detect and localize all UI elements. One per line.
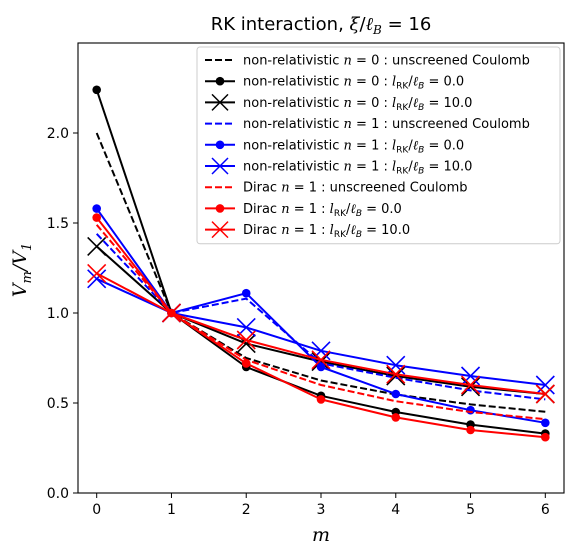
legend-label: non-relativistic n = 0 : unscreened Coul… [243,54,530,69]
y-tick-label: 0.0 [47,486,69,502]
y-axis-title: Vm/V1 [9,243,35,297]
legend-marker [211,157,229,175]
data-point [535,384,555,404]
legend-label: non-relativistic n = 1 : unscreened Coul… [243,117,530,132]
legend-item: Dirac n = 1 : lRK/ℓB = 0.0 [205,202,402,219]
chart-title: RK interaction, ξ/ℓB = 16 [211,14,432,37]
legend-marker [211,93,229,111]
data-point [92,213,101,222]
legend-marker [211,221,229,239]
x-tick-label: 2 [242,502,251,518]
legend-marker [215,204,225,213]
data-point [92,85,101,95]
data-point [241,288,251,298]
data-point [87,269,107,289]
series-8 [87,263,555,404]
svg-text:Vm/V1: Vm/V1 [9,243,35,297]
legend: non-relativistic n = 0 : unscreened Coul… [196,46,561,245]
legend-label: non-relativistic n = 1 : lRK/ℓB = 10.0 [243,160,472,177]
data-point [460,366,481,386]
legend-item: non-relativistic n = 0 : lRK/ℓB = 10.0 [205,93,472,113]
data-point [87,263,107,283]
data-point [535,375,555,395]
legend-item: non-relativistic n = 0 : lRK/ℓB = 0.0 [205,75,464,92]
data-point [311,352,331,372]
legend-box [196,46,561,245]
legend-label: non-relativistic n = 1 : lRK/ℓB = 0.0 [243,138,464,155]
x-tick-label: 0 [92,502,101,518]
legend-item: non-relativistic n = 1 : lRK/ℓB = 10.0 [205,157,472,177]
data-point [386,355,406,375]
data-point [460,375,481,395]
data-point [466,405,475,415]
data-point [87,236,107,256]
data-point [92,204,101,213]
data-point [386,366,406,386]
data-point [541,418,550,428]
legend-item: non-relativistic n = 1 : lRK/ℓB = 0.0 [205,138,464,155]
data-point [161,303,182,323]
x-tick-label: 1 [167,502,176,518]
legend-label: Dirac n = 1 : unscreened Coulomb [243,181,468,196]
legend-label: non-relativistic n = 0 : lRK/ℓB = 10.0 [243,96,472,113]
legend-label: Dirac n = 1 : lRK/ℓB = 10.0 [243,223,410,240]
data-point [241,359,251,368]
legend-item: Dirac n = 1 : lRK/ℓB = 10.0 [205,221,410,240]
x-tick-label: 3 [317,502,326,518]
data-point [386,364,406,384]
x-tick-label: 6 [541,502,550,518]
plot-area: 0 1 2 3 4 5 6 0.0 0.5 1.0 1.5 2.0 [47,42,565,518]
x-tick-label: 4 [391,502,400,518]
data-point [391,389,401,399]
data-point [236,330,256,350]
legend-item: Dirac n = 1 : unscreened Coulomb [205,181,468,196]
legend-marker [215,76,225,86]
legend-label: non-relativistic n = 0 : lRK/ℓB = 0.0 [243,75,464,92]
legend-item: non-relativistic n = 1 : unscreened Coul… [205,117,530,132]
data-point [316,362,326,372]
legend-marker [215,140,225,150]
legend-item: non-relativistic n = 0 : unscreened Coul… [205,54,530,69]
data-point [541,432,550,442]
data-point [311,350,331,370]
y-tick-label: 1.5 [47,216,69,232]
data-point [466,425,475,435]
legend-label: Dirac n = 1 : lRK/ℓB = 0.0 [243,202,402,219]
data-point [316,395,326,404]
x-tick-label: 5 [466,502,475,518]
data-point [391,413,401,422]
y-tick-label: 1.0 [47,306,69,322]
data-point [460,377,481,397]
y-tick-label: 2.0 [47,126,69,142]
x-axis-title: m [312,524,330,546]
y-tick-label: 0.5 [47,396,69,412]
data-point [311,341,331,361]
